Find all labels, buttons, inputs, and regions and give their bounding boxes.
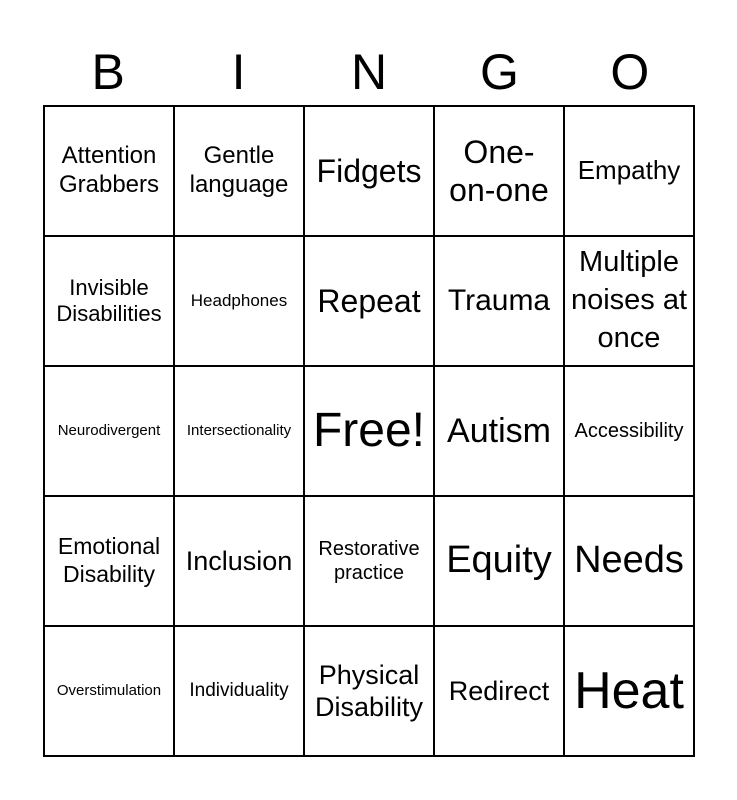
bingo-cell: Inclusion: [174, 496, 304, 626]
bingo-cell: Fidgets: [304, 106, 434, 236]
bingo-cell: Intersectionality: [174, 366, 304, 496]
bingo-cell: Equity: [434, 496, 564, 626]
bingo-cell: Attention Grabbers: [44, 106, 174, 236]
bingo-header: B I N G O: [43, 40, 695, 104]
bingo-cell: Heat: [564, 626, 694, 756]
bingo-cell: Physical Disability: [304, 626, 434, 756]
bingo-cell: Multiple noises at once: [564, 236, 694, 366]
header-letter-n: N: [350, 44, 388, 100]
bingo-cell: Needs: [564, 496, 694, 626]
bingo-cell: Overstimulation: [44, 626, 174, 756]
bingo-cell: Empathy: [564, 106, 694, 236]
bingo-cell: Autism: [434, 366, 564, 496]
bingo-cell: One-on-one: [434, 106, 564, 236]
bingo-cell-free: Free!: [304, 366, 434, 496]
bingo-cell: Invisible Disabilities: [44, 236, 174, 366]
bingo-cell: Neurodivergent: [44, 366, 174, 496]
bingo-cell: Headphones: [174, 236, 304, 366]
bingo-cell: Accessibility: [564, 366, 694, 496]
bingo-cell: Trauma: [434, 236, 564, 366]
bingo-cell: Gentle language: [174, 106, 304, 236]
header-letter-g: G: [479, 44, 519, 100]
header-letter-b: B: [91, 44, 125, 100]
bingo-cell: Repeat: [304, 236, 434, 366]
bingo-cell: Individuality: [174, 626, 304, 756]
bingo-card: Attention Grabbers Gentle language Fidge…: [43, 105, 695, 757]
bingo-cell: Redirect: [434, 626, 564, 756]
header-letter-i: I: [231, 44, 246, 100]
bingo-cell: Emotional Disability: [44, 496, 174, 626]
bingo-cell: Restorative practice: [304, 496, 434, 626]
header-letter-o: O: [610, 44, 650, 100]
